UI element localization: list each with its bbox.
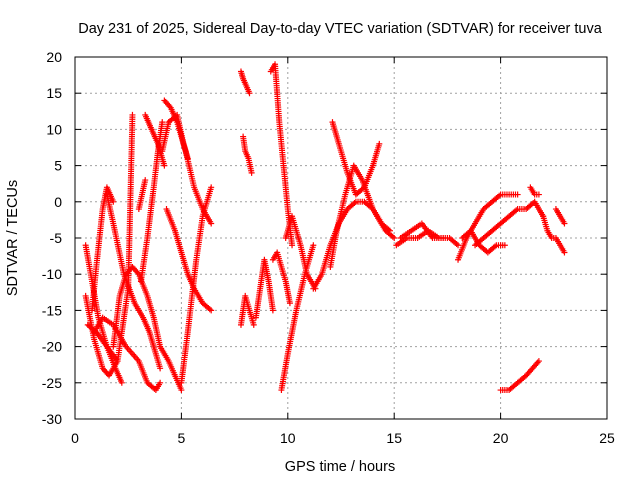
- y-tick-label: -5: [50, 230, 63, 246]
- data-point: [535, 191, 542, 198]
- data-point: [114, 358, 121, 365]
- y-tick-label: 15: [46, 85, 62, 101]
- x-tick-label: 25: [599, 430, 615, 446]
- y-tick-label: -30: [42, 411, 62, 427]
- data-point: [269, 307, 276, 314]
- x-tick-label: 20: [493, 430, 509, 446]
- data-point: [157, 365, 164, 372]
- axis-ticks: 0 5 10 15 20 25 -30 -25 -20 -15 -10 -5 0 5 10 15 20: [42, 49, 615, 446]
- series-track-14: [178, 184, 215, 386]
- data-point: [535, 358, 542, 365]
- y-tick-label: -15: [42, 302, 62, 318]
- chart-title: Day 231 of 2025, Sidereal Day-to-day VTE…: [78, 21, 602, 37]
- series-track-12: [163, 206, 215, 314]
- y-axis-title: SDTVAR / TECUs: [5, 180, 21, 296]
- data-point: [208, 184, 215, 191]
- data-point: [248, 169, 255, 176]
- series-track-4: [89, 184, 117, 314]
- data-point: [129, 111, 136, 118]
- y-tick-label: 10: [46, 121, 62, 137]
- series-track-10: [135, 177, 149, 213]
- series-track-15: [237, 68, 253, 97]
- series-track-22: [282, 213, 319, 292]
- x-tick-label: 5: [178, 430, 186, 446]
- data-point: [208, 307, 215, 314]
- series-track-30: [472, 198, 547, 249]
- series-track-8: [137, 119, 166, 285]
- data-point: [310, 242, 317, 249]
- series-track-18: [252, 256, 276, 321]
- series-track-5: [91, 314, 164, 394]
- x-tick-label: 0: [71, 430, 79, 446]
- x-tick-label: 10: [280, 430, 296, 446]
- data-point: [391, 235, 398, 241]
- series-track-20: [269, 249, 293, 307]
- data-point: [246, 90, 253, 97]
- data-point: [289, 242, 296, 249]
- series-track-7: [110, 263, 185, 394]
- y-tick-label: 0: [54, 194, 62, 210]
- data-points: [82, 61, 568, 394]
- data-point: [110, 198, 117, 205]
- series-track-32: [527, 184, 542, 198]
- x-axis-title: GPS time / hours: [285, 459, 395, 475]
- data-point: [250, 321, 257, 328]
- data-point: [501, 242, 508, 249]
- y-tick-label: -25: [42, 375, 62, 391]
- data-point: [161, 162, 168, 169]
- data-point: [561, 220, 568, 227]
- series-track-27: [397, 220, 447, 241]
- data-point: [561, 249, 568, 256]
- data-point: [286, 300, 293, 307]
- y-tick-label: -20: [42, 339, 62, 355]
- data-point: [514, 191, 521, 198]
- grid: [75, 57, 607, 419]
- series-track-25: [329, 119, 383, 198]
- x-tick-label: 15: [386, 430, 402, 446]
- y-tick-label: 20: [46, 49, 62, 65]
- data-point: [157, 379, 164, 386]
- data-point: [376, 140, 383, 147]
- data-point: [118, 379, 125, 386]
- series-track-29: [459, 227, 508, 256]
- data-point: [159, 119, 166, 126]
- data-point: [208, 220, 215, 227]
- data-point: [178, 387, 185, 394]
- data-point: [142, 177, 149, 184]
- y-tick-label: 5: [54, 158, 62, 174]
- y-tick-label: -10: [42, 266, 62, 282]
- series-track-13: [159, 111, 191, 162]
- data-point: [184, 155, 191, 162]
- data-point: [455, 242, 462, 249]
- series-track-16: [240, 133, 255, 176]
- series-track-31: [497, 358, 542, 394]
- data-point: [440, 235, 447, 241]
- series-track-17: [237, 292, 257, 328]
- series-track-34: [552, 206, 568, 227]
- series-track-6: [103, 191, 164, 372]
- series-track-33: [540, 213, 568, 256]
- series-track-19: [267, 61, 296, 249]
- series-track-9: [142, 111, 168, 169]
